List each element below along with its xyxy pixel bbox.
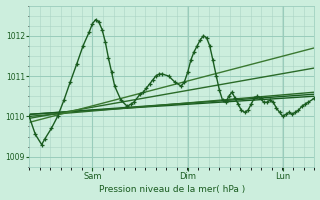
X-axis label: Pression niveau de la mer( hPa ): Pression niveau de la mer( hPa ) — [99, 185, 245, 194]
